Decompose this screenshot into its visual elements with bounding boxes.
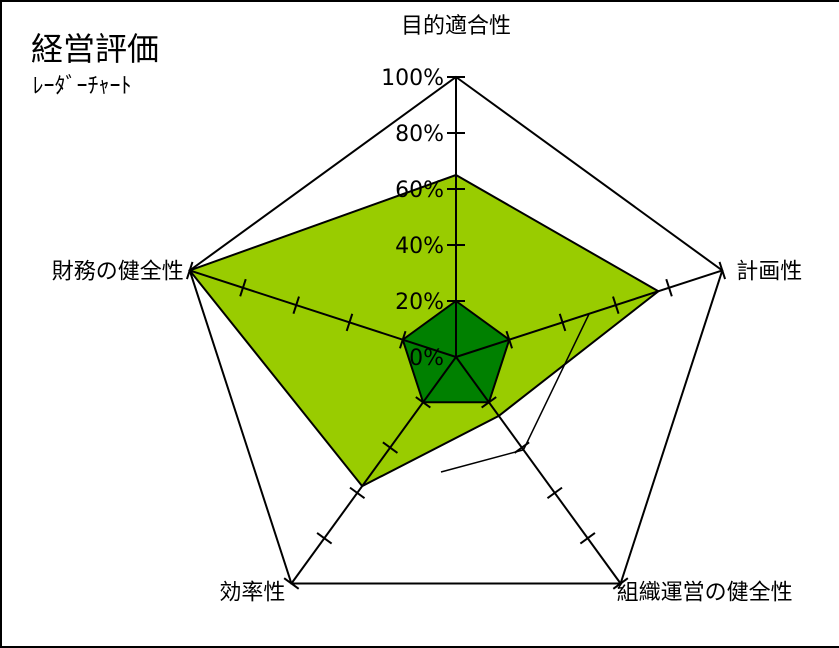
spoke-2 [455, 269, 723, 358]
tick-mark [546, 486, 563, 500]
axis-label-5: 財務の健全性 [52, 259, 184, 284]
tick-mark [415, 396, 431, 409]
tick-mark [316, 532, 333, 545]
tick-label-0pct: 0% [409, 346, 444, 371]
chart-subtitle: ﾚｰﾀﾞｰﾁｬｰﾄ [32, 74, 132, 99]
tick-mark [718, 261, 727, 280]
tick-label-100pct: 100% [381, 66, 444, 91]
spoke-5 [189, 269, 457, 358]
tick-mark [579, 532, 596, 545]
tick-label-40pct: 40% [395, 234, 444, 259]
axis-label-1: 目的適合性 [401, 14, 511, 39]
tick-mark [283, 577, 300, 590]
tick-mark [481, 396, 497, 409]
tick-mark [665, 278, 673, 297]
tick-mark [292, 296, 300, 314]
tick-mark [399, 330, 407, 349]
tick-mark [185, 261, 194, 280]
tick-mark [513, 441, 530, 454]
chart-title: 経営評価 [30, 30, 159, 68]
tick-mark [345, 313, 354, 332]
tick-mark [612, 577, 629, 590]
tick-mark [505, 330, 513, 349]
spoke-3 [455, 356, 622, 585]
tick-mark [382, 441, 399, 454]
tick-label-20pct: 20% [395, 290, 444, 315]
axis-label-2: 計画性 [736, 259, 802, 284]
tick-label-60pct: 60% [395, 178, 444, 203]
tick-mark [558, 313, 567, 332]
axis-label-4: 効率性 [219, 581, 285, 606]
tick-mark [612, 296, 620, 314]
tick-label-80pct: 80% [395, 122, 444, 147]
tick-mark [239, 278, 247, 297]
spoke-4 [290, 356, 457, 585]
tick-mark [349, 486, 366, 500]
axis-label-3: 組織運営の健全性 [617, 581, 793, 606]
